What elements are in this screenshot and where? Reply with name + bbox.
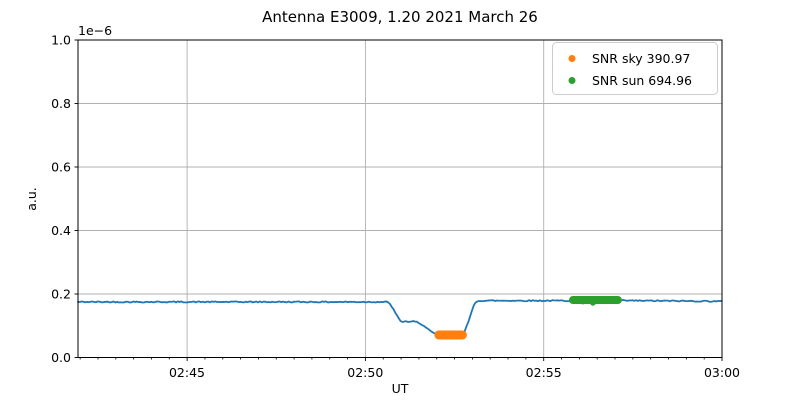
x-tick-label: 02:45 <box>169 365 205 380</box>
legend-marker-sky-icon <box>568 55 576 62</box>
chart-title: Antenna E3009, 1.20 2021 March 26 <box>262 8 538 26</box>
legend-marker-sun-icon <box>568 77 576 84</box>
x-axis-label: UT <box>392 381 409 396</box>
y-tick-label: 0.8 <box>51 96 71 111</box>
antenna-signal-trace <box>77 299 723 336</box>
y-tick-label: 0.6 <box>51 160 71 175</box>
data-series <box>77 296 723 340</box>
legend-label-sun: SNR sun 694.96 <box>592 73 692 88</box>
legend-box <box>552 42 718 95</box>
snr-sun-markers-dot <box>580 298 586 305</box>
y-axis-offset-text: 1e−6 <box>78 23 112 38</box>
y-tick-label: 0.2 <box>51 287 71 302</box>
legend: SNR sky 390.97 SNR sun 694.96 <box>552 42 718 95</box>
x-tick-label: 03:00 <box>704 365 740 380</box>
y-tick-label: 1.0 <box>51 33 71 48</box>
x-tick-label: 02:55 <box>526 365 562 380</box>
plot-frame <box>77 39 723 358</box>
snr-sun-markers-dot <box>608 298 615 304</box>
snr-sun-markers-dot <box>590 300 596 306</box>
x-tick-label: 02:50 <box>347 365 383 380</box>
y-axis-label: a.u. <box>24 187 39 211</box>
y-tick-label: 0.0 <box>51 350 71 365</box>
axis-ticks <box>74 39 723 361</box>
y-tick-label: 0.4 <box>51 223 71 238</box>
legend-label-sky: SNR sky 390.97 <box>592 51 690 66</box>
